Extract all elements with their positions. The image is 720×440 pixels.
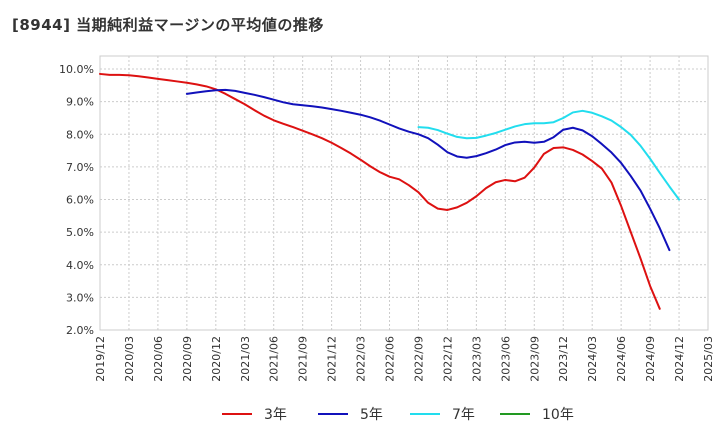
x-tick-label: 2024/09 [644, 336, 657, 382]
x-tick-label: 2024/03 [586, 336, 599, 382]
x-tick-label: 2022/09 [412, 336, 425, 382]
x-tick-label: 2021/09 [297, 336, 310, 382]
y-tick-label: 9.0% [66, 96, 94, 109]
y-tick-label: 2.0% [66, 324, 94, 337]
x-tick-label: 2025/03 [702, 336, 715, 382]
x-tick-label: 2021/06 [268, 336, 281, 382]
y-tick-label: 4.0% [66, 259, 94, 272]
x-tick-label: 2020/06 [152, 336, 165, 382]
y-tick-label: 7.0% [66, 161, 94, 174]
y-tick-label: 6.0% [66, 194, 94, 207]
x-tick-label: 2022/12 [441, 336, 454, 382]
x-tick-label: 2023/03 [470, 336, 483, 382]
chart-title: [8944] 当期純利益マージンの平均値の推移 [12, 16, 324, 34]
x-tick-label: 2023/12 [557, 336, 570, 382]
legend-label-4: 10年 [542, 407, 574, 423]
x-tick-label: 2020/09 [181, 336, 194, 382]
legend-label-1: 3年 [264, 407, 287, 423]
x-tick-label: 2020/12 [210, 336, 223, 382]
series-line-3 [417, 109, 681, 201]
x-tick-label: 2021/12 [326, 336, 339, 382]
y-tick-label: 3.0% [66, 291, 94, 304]
x-tick-label: 2023/06 [499, 336, 512, 382]
series-line-1 [99, 72, 661, 310]
x-tick-label: 2022/03 [355, 336, 368, 382]
x-tick-label: 2023/09 [528, 336, 541, 382]
x-tick-label: 2024/06 [615, 336, 628, 382]
y-tick-label: 5.0% [66, 226, 94, 239]
y-tick-label: 8.0% [66, 128, 94, 141]
x-tick-label: 2021/03 [239, 336, 252, 382]
x-tick-label: 2020/03 [123, 336, 136, 382]
series-line-2 [185, 88, 671, 252]
y-tick-label: 10.0% [59, 63, 94, 76]
legend-label-3: 7年 [452, 407, 475, 423]
legend-label-2: 5年 [360, 407, 383, 423]
x-tick-label: 2022/06 [384, 336, 397, 382]
x-tick-label: 2019/12 [94, 336, 107, 382]
x-tick-label: 2024/12 [673, 336, 686, 382]
